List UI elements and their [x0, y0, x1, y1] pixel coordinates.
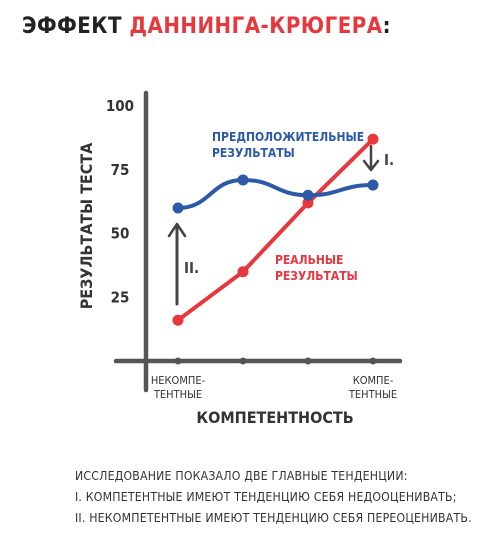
x-tick-label: ТЕНТНЫЕ — [153, 388, 202, 401]
annotation-arrowhead-down — [362, 159, 380, 172]
annotation-label-i: I. — [384, 151, 394, 169]
series-actual-point — [172, 314, 184, 326]
series-actual-point — [302, 197, 314, 209]
dunning-kruger-chart: 255075100НЕКОМПЕ-ТЕНТНЫЕКОМПЕ-ТЕНТНЫЕКОМ… — [77, 90, 403, 427]
y-tick-label: 25 — [111, 288, 130, 306]
series-expected-point — [237, 174, 249, 186]
series-expected-line — [176, 177, 375, 210]
series-expected-point — [302, 189, 314, 201]
title-suffix: : — [382, 14, 392, 39]
series-actual-line — [176, 137, 375, 323]
caption-line-intro: ИССЛЕДОВАНИЕ ПОКАЗАЛО ДВЕ ГЛАВНЫЕ ТЕНДЕН… — [75, 469, 408, 483]
series-actual-label: РЕЗУЛЬТАТЫ — [275, 269, 358, 283]
x-tick-label: КОМПЕ- — [353, 374, 394, 387]
series-actual-label: РЕАЛЬНЫЕ — [275, 253, 343, 267]
x-tick-mark — [304, 357, 312, 365]
series-expected-point — [172, 202, 184, 214]
x-tick-mark — [369, 357, 377, 365]
y-tick-label: 50 — [111, 225, 130, 243]
caption-line-2: II. НЕКОМПЕТЕНТНЫЕ ИМЕЮТ ТЕНДЕНЦИЮ СЕБЯ … — [75, 511, 472, 525]
series-expected-label: РЕЗУЛЬТАТЫ — [212, 146, 295, 160]
series-actual-point — [367, 133, 379, 145]
y-tick-label: 75 — [111, 161, 130, 179]
page-title: ЭФФЕКТ ДАННИНГА-КРЮГЕРА: — [22, 14, 391, 39]
title-prefix: ЭФФЕКТ — [22, 14, 122, 39]
y-axis-title: РЕЗУЛЬТАТЫ ТЕСТА — [77, 142, 96, 309]
x-tick-mark — [239, 357, 247, 365]
series-actual-point — [237, 266, 249, 278]
annotation-arrowhead-up — [167, 222, 187, 238]
caption: ИССЛЕДОВАНИЕ ПОКАЗАЛО ДВЕ ГЛАВНЫЕ ТЕНДЕН… — [75, 466, 495, 529]
x-tick-mark — [174, 357, 182, 365]
x-tick-label: НЕКОМПЕ- — [151, 374, 206, 387]
series-expected-label: ПРЕДПОЛОЖИТЕЛЬНЫЕ — [212, 130, 364, 144]
x-axis-title: КОМПЕТЕНТНОСТЬ — [196, 408, 353, 427]
x-tick-label: ТЕНТНЫЕ — [348, 388, 397, 401]
y-tick-label: 100 — [106, 97, 134, 115]
annotation-label-ii: II. — [184, 259, 199, 277]
title-highlight: ДАННИНГА-КРЮГЕРА — [129, 14, 383, 39]
caption-line-1: I. КОМПЕТЕНТНЫЕ ИМЕЮТ ТЕНДЕНЦИЮ СЕБЯ НЕД… — [75, 490, 457, 504]
series-expected-point — [367, 179, 379, 191]
